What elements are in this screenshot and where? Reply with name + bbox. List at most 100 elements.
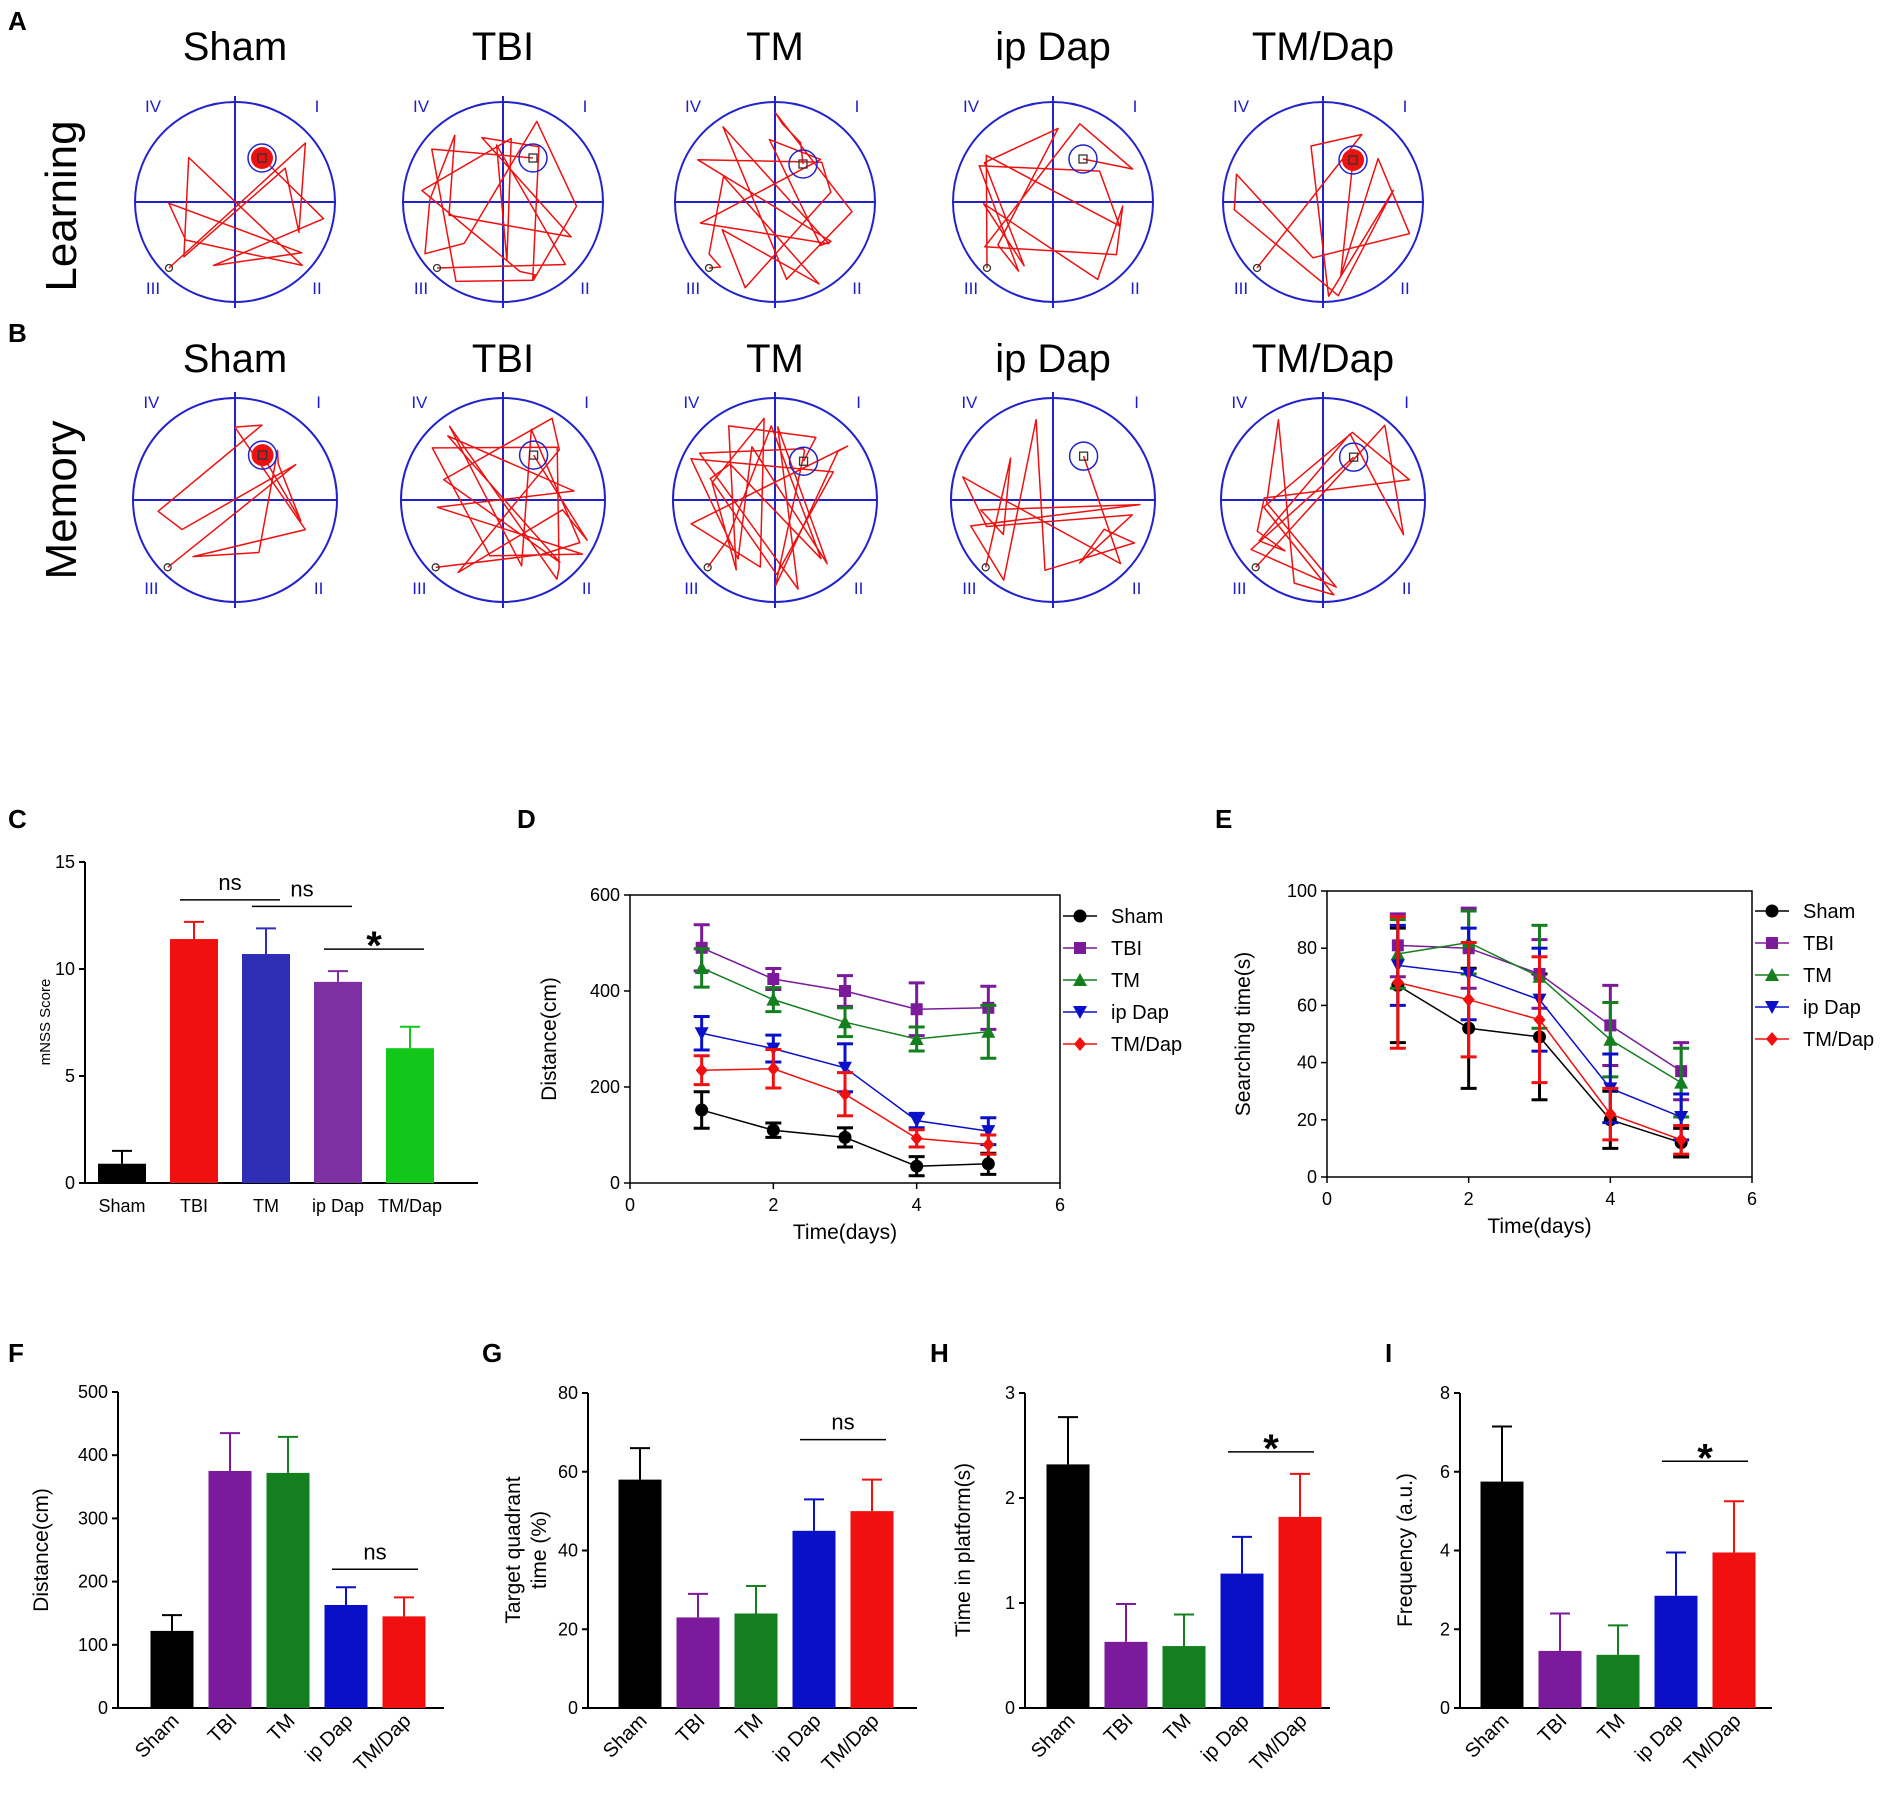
bar-ip-dap xyxy=(792,1530,836,1708)
bar-tm-dap xyxy=(1278,1516,1322,1708)
bar-ip-dap xyxy=(1220,1573,1264,1708)
marker xyxy=(767,1061,780,1076)
swim-track xyxy=(697,112,853,289)
chart-panel-f: F 0 100 200 300 400 500 Distance(cm) Sham TBI TM ip… xyxy=(8,1338,444,1776)
track-cluster xyxy=(251,147,273,169)
x-tick-label: 0 xyxy=(625,1195,635,1215)
y-tick-label: 0 xyxy=(610,1173,620,1193)
track-cluster xyxy=(251,444,274,467)
x-tick-label: TM xyxy=(264,1710,300,1746)
legend-label-ip-dap: ip Dap xyxy=(1111,1002,1169,1024)
end-marker xyxy=(1348,155,1358,165)
legend-label-sham: Sham xyxy=(1111,906,1163,928)
y-tick-label: 40 xyxy=(558,1541,578,1561)
chart-panel-g: G 0 20 40 60 80 Target quadrant time (%) Sham TBI… xyxy=(482,1338,917,1776)
bar-sham xyxy=(618,1479,662,1708)
marker xyxy=(767,973,780,985)
x-tick-label: TBI xyxy=(204,1710,242,1748)
platform-circle xyxy=(1068,441,1099,471)
quadrant-label: III xyxy=(412,579,426,598)
y-tick-label: 0 xyxy=(568,1698,578,1718)
significance-ns: ns xyxy=(363,1539,386,1564)
quadrant-label: I xyxy=(583,97,588,116)
chart-panel-e: E 0 20 40 60 80 100 0 2 4 6 Time(days) Searching tim… xyxy=(1215,804,1874,1238)
group-title: TM/Dap xyxy=(1252,337,1394,381)
x-tick-label: TM xyxy=(253,1196,279,1216)
marker xyxy=(766,1123,780,1137)
platform-circle xyxy=(247,440,278,470)
significance-ns: ns xyxy=(831,1410,854,1435)
y-tick-label: 8 xyxy=(1440,1383,1450,1403)
bar-tbi xyxy=(170,939,218,1183)
quadrant-label: I xyxy=(856,393,861,412)
row-label-learning: Learning xyxy=(37,120,86,291)
quadrant-label: II xyxy=(1400,279,1409,298)
bar-ip-dap xyxy=(314,981,362,1183)
quadrant-label: I xyxy=(1404,393,1409,412)
y-tick-label: 60 xyxy=(1297,995,1317,1015)
x-tick-label: ip Dap xyxy=(312,1196,364,1216)
panel-label: I xyxy=(1385,1338,1392,1368)
panel-label: A xyxy=(8,6,27,36)
start-marker xyxy=(163,563,172,572)
marker xyxy=(909,1114,924,1128)
x-tick-label: ip Dap xyxy=(1197,1710,1253,1766)
marker xyxy=(838,1061,852,1075)
y-tick-label: 3 xyxy=(1005,1383,1015,1403)
y-tick-label: 0 xyxy=(1440,1698,1450,1718)
platform-circle xyxy=(1338,145,1368,175)
x-tick-label: TM xyxy=(1594,1710,1630,1746)
x-tick-label: 2 xyxy=(1464,1189,1474,1209)
platform-circle xyxy=(788,149,818,179)
start-marker xyxy=(1251,563,1260,572)
marker xyxy=(1765,968,1779,981)
quadrant-label: IV xyxy=(411,393,428,412)
y-tick-label: 5 xyxy=(65,1066,75,1086)
series-tm-dap xyxy=(693,1048,997,1156)
marker xyxy=(909,1032,924,1045)
quadrant-label: II xyxy=(1132,579,1141,598)
bar-tm-dap xyxy=(850,1511,894,1708)
y-tick-label: 40 xyxy=(1297,1053,1317,1073)
start-marker xyxy=(1252,263,1262,273)
legend-label-tm: TM xyxy=(1803,965,1832,987)
track-cluster xyxy=(1342,149,1364,171)
marker xyxy=(1462,992,1475,1007)
y-axis-label: Distance(cm) xyxy=(538,977,561,1101)
group-title: TBI xyxy=(472,337,534,381)
marker xyxy=(1533,1012,1546,1027)
swim-track xyxy=(1250,418,1411,596)
x-tick-label: Sham xyxy=(599,1710,652,1763)
quadrant-label: IV xyxy=(685,97,702,116)
x-tick-label: TBI xyxy=(672,1710,710,1748)
start-marker xyxy=(432,263,442,273)
x-tick-label: TM xyxy=(1160,1710,1196,1746)
x-tick-label: Sham xyxy=(1461,1710,1514,1763)
start-marker xyxy=(981,563,990,572)
quadrant-label: III xyxy=(684,579,698,598)
y-tick-label: 100 xyxy=(78,1635,108,1655)
panel-label: B xyxy=(8,318,27,348)
bar-tm xyxy=(266,1472,310,1708)
swim-track xyxy=(431,417,588,580)
bar-tbi xyxy=(1104,1641,1148,1708)
legend-label-tm-dap: TM/Dap xyxy=(1803,1029,1874,1051)
panel-label: G xyxy=(482,1338,502,1368)
y-tick-label: 20 xyxy=(558,1619,578,1639)
bar-tm xyxy=(242,954,290,1183)
x-tick-label: ip Dap xyxy=(301,1710,357,1766)
y-tick-label: 0 xyxy=(98,1698,108,1718)
bar-sham xyxy=(1480,1481,1524,1708)
plot-frame xyxy=(629,894,1061,1184)
series-tm-dap xyxy=(1389,915,1690,1156)
chart-panel-i: I 0 2 4 6 8 Frequency (a.u.) Sham TBI TM ip DapTM/… xyxy=(1385,1338,1772,1776)
marker xyxy=(1073,909,1087,923)
end-marker xyxy=(798,159,808,169)
x-tick-label: Sham xyxy=(1027,1710,1080,1763)
